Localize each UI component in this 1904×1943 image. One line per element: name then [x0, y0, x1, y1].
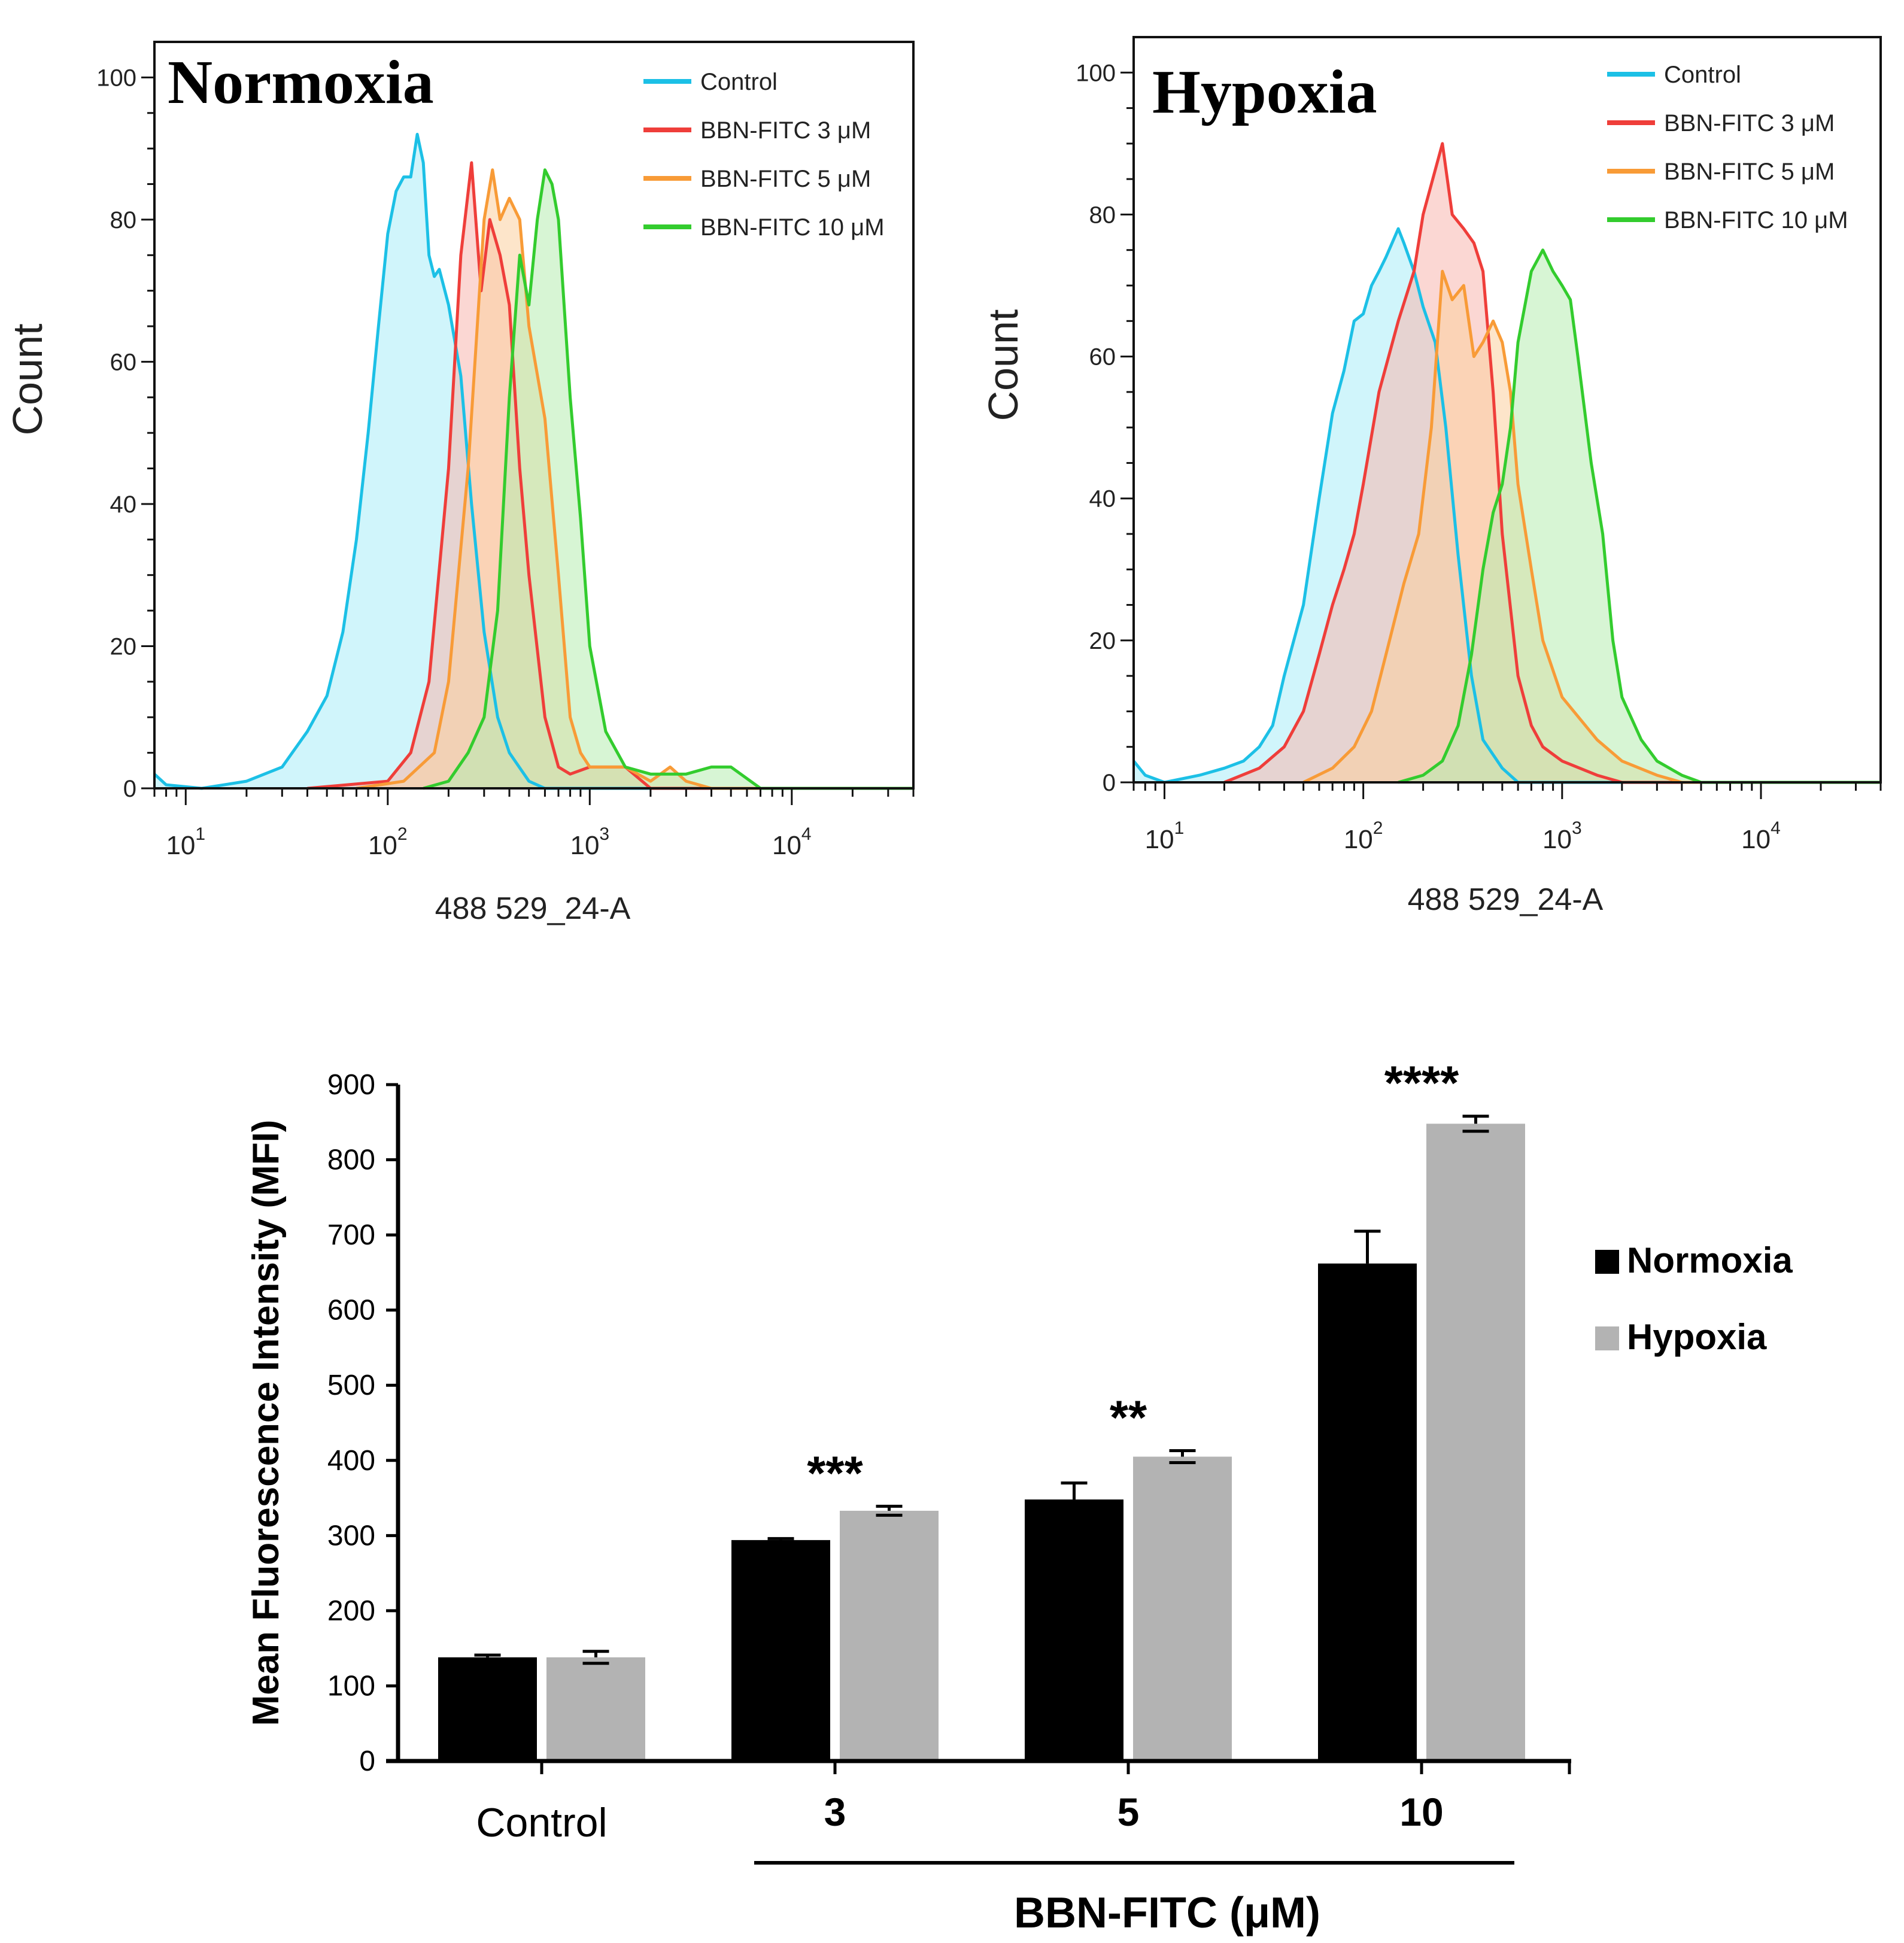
category-label: 10 — [1399, 1790, 1443, 1834]
x-tick-exponent: 2 — [397, 824, 408, 844]
bar-hypoxia-3 — [840, 1510, 939, 1761]
histogram-fill-2 — [1303, 271, 1881, 782]
x-tick-label: 102 — [1344, 818, 1383, 854]
x-tick-label: 103 — [1542, 818, 1582, 854]
legend-label-1: BBN-FITC 3 μM — [1664, 110, 1835, 136]
histogram-line-2 — [1302, 269, 1881, 784]
y-axis-label: Count — [980, 309, 1027, 421]
y-tick-label: 400 — [327, 1445, 375, 1477]
category-label: 3 — [824, 1790, 846, 1834]
category-label: Control — [476, 1800, 607, 1845]
y-tick-label: 0 — [359, 1745, 375, 1777]
x-tick-base: 10 — [1542, 825, 1572, 854]
histogram-fill-3 — [1398, 250, 1881, 782]
significance-marker: ** — [1110, 1391, 1147, 1444]
y-axis-label: Mean Fluorescence Intensity (MFI) — [245, 1120, 287, 1726]
histogram-fill-0 — [1134, 229, 1881, 783]
significance-marker: **** — [1384, 1056, 1459, 1110]
legend-label-0: Normoxia — [1627, 1240, 1793, 1280]
y-tick-label: 0 — [123, 776, 136, 802]
y-axis-label: Count — [4, 324, 51, 436]
bar-hypoxia-10 — [1426, 1124, 1525, 1761]
x-tick-base: 10 — [1145, 825, 1174, 854]
legend-label-1: BBN-FITC 3 μM — [700, 117, 871, 144]
panel-title: Normoxia — [168, 48, 434, 117]
y-tick-label: 40 — [110, 491, 137, 518]
legend-label-3: BBN-FITC 10 μM — [700, 214, 885, 241]
category-label: 5 — [1118, 1790, 1140, 1834]
y-tick-label: 700 — [327, 1219, 375, 1251]
x-axis-label: 488 529_24-A — [1408, 882, 1604, 917]
histogram-line-1 — [307, 161, 913, 790]
legend-swatch-0 — [1595, 1250, 1619, 1274]
panel-title: Hypoxia — [1152, 57, 1377, 126]
y-tick-label: 500 — [327, 1370, 375, 1401]
bar-hypoxia-5 — [1133, 1456, 1232, 1761]
y-tick-label: 40 — [1089, 486, 1116, 512]
y-tick-label: 80 — [110, 207, 137, 233]
x-tick-label: 104 — [1741, 818, 1781, 854]
significance-marker: *** — [807, 1446, 863, 1499]
x-tick-base: 10 — [1741, 825, 1771, 854]
mfi-bar-chart-panel: 0 100 200 300 400 500 600 700 800 900 Control 3 5 10… — [245, 1056, 1793, 1937]
histogram-line-3 — [423, 168, 913, 790]
y-tick-label: 900 — [327, 1069, 375, 1101]
bar-hypoxia-control — [546, 1657, 645, 1761]
legend-label-0: Control — [700, 69, 778, 95]
x-axis-label: BBN-FITC (μM) — [1014, 1889, 1320, 1937]
x-tick-exponent: 1 — [1174, 818, 1185, 838]
x-tick-label: 101 — [166, 824, 205, 860]
bar-normoxia-3 — [731, 1540, 830, 1761]
x-tick-label: 102 — [368, 824, 408, 860]
y-tick-label: 100 — [96, 65, 136, 91]
x-tick-label: 101 — [1145, 818, 1185, 854]
y-tick-label: 0 — [1103, 770, 1116, 796]
histogram-line-1 — [1223, 142, 1881, 784]
histogram-line-0 — [1132, 227, 1881, 784]
x-tick-base: 10 — [1344, 825, 1373, 854]
x-tick-base: 10 — [570, 831, 599, 860]
x-axis-label: 488 529_24-A — [435, 891, 631, 926]
histogram-line-3 — [1398, 248, 1881, 784]
legend-label-0: Control — [1664, 62, 1741, 88]
legend-swatch-1 — [1595, 1326, 1619, 1350]
x-tick-exponent: 4 — [801, 824, 812, 844]
bar-normoxia-10 — [1318, 1263, 1417, 1761]
x-tick-exponent: 3 — [599, 824, 609, 844]
x-tick-label: 104 — [772, 824, 812, 860]
x-tick-label: 103 — [570, 824, 609, 860]
x-tick-exponent: 1 — [195, 824, 205, 844]
x-tick-base: 10 — [166, 831, 195, 860]
y-tick-label: 60 — [110, 349, 137, 375]
y-tick-label: 300 — [327, 1520, 375, 1552]
y-tick-label: 200 — [327, 1595, 375, 1627]
plot-frame — [153, 41, 915, 790]
x-tick-base: 10 — [368, 831, 397, 860]
x-tick-base: 10 — [772, 831, 801, 860]
y-tick-label: 600 — [327, 1295, 375, 1326]
y-tick-label: 80 — [1089, 202, 1116, 228]
y-tick-label: 800 — [327, 1144, 375, 1176]
histogram-line-0 — [153, 132, 913, 790]
legend-label-2: BBN-FITC 5 μM — [1664, 159, 1835, 185]
plot-frame — [1132, 36, 1882, 784]
legend-label-3: BBN-FITC 10 μM — [1664, 207, 1848, 233]
y-tick-label: 100 — [327, 1670, 375, 1702]
y-tick-label: 100 — [1076, 60, 1116, 86]
histogram-fill-1 — [1224, 143, 1881, 782]
y-tick-label: 60 — [1089, 344, 1116, 371]
y-tick-label: 20 — [1089, 628, 1116, 654]
bar-normoxia-5 — [1025, 1499, 1123, 1761]
x-tick-exponent: 3 — [1572, 818, 1582, 838]
histogram-fill-3 — [423, 169, 913, 788]
x-tick-exponent: 4 — [1771, 818, 1781, 838]
legend-label-2: BBN-FITC 5 μM — [700, 166, 871, 192]
x-tick-exponent: 2 — [1373, 818, 1383, 838]
y-tick-label: 20 — [110, 633, 137, 660]
legend-label-1: Hypoxia — [1627, 1317, 1767, 1357]
bar-normoxia-control — [438, 1657, 537, 1761]
